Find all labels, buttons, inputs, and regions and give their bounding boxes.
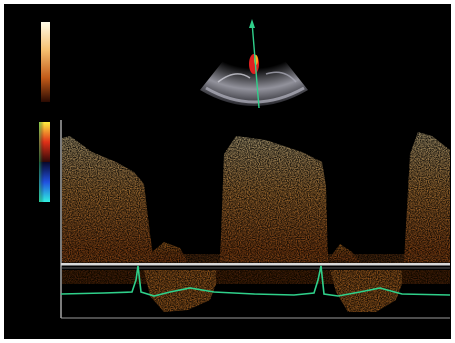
ecg-trace bbox=[60, 265, 451, 297]
red-blue-velocity-bar bbox=[39, 122, 50, 202]
ultrasound-sector bbox=[200, 22, 308, 106]
spectral-baseline bbox=[61, 263, 450, 266]
gray-orange-gradient-bar bbox=[41, 22, 50, 102]
ultrasound-canvas bbox=[39, 19, 451, 319]
doppler-spectral-envelope bbox=[62, 132, 450, 264]
doppler-cursor bbox=[249, 19, 260, 109]
ultrasound-viewport bbox=[4, 4, 451, 339]
